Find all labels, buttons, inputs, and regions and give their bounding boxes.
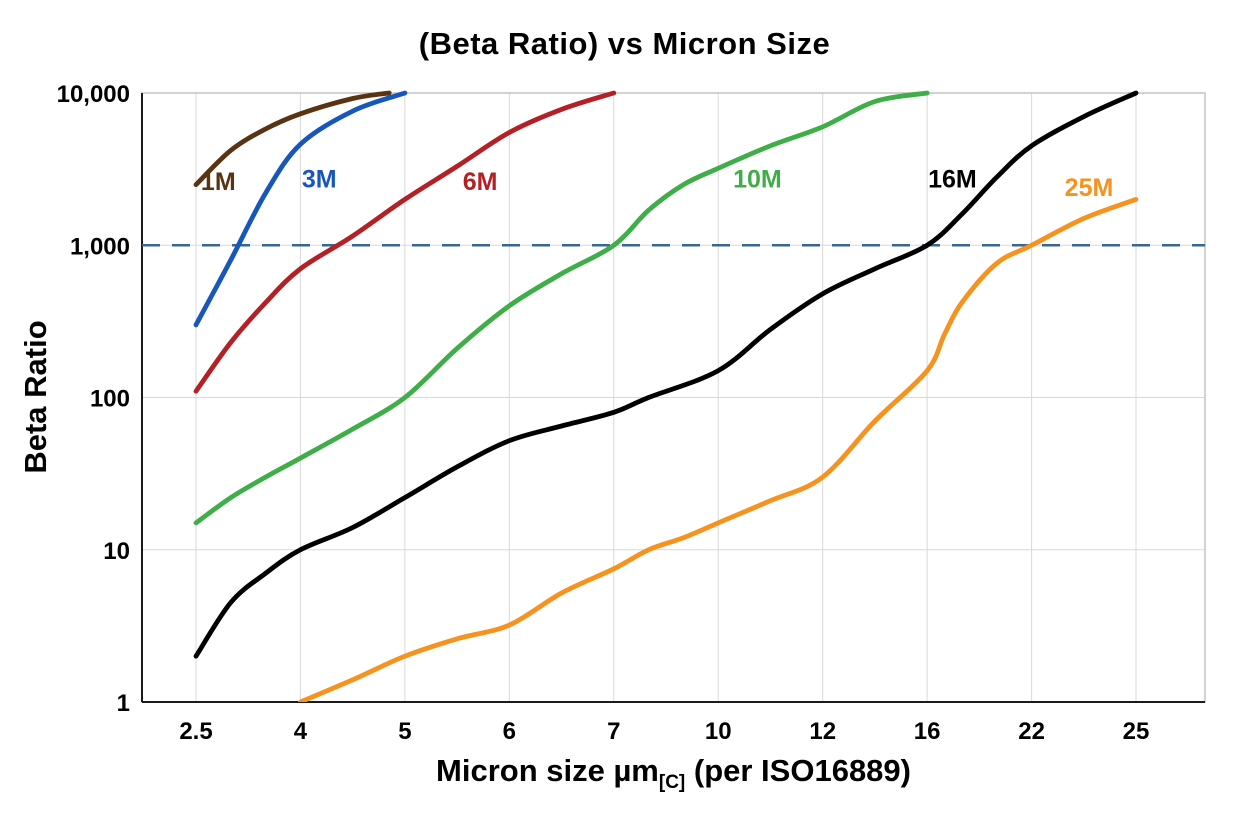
x-tick-label: 25: [1123, 718, 1150, 745]
x-axis-title-main: Micron size µm: [436, 753, 659, 788]
curve-25M: [298, 197, 1139, 702]
x-tick-label: 7: [607, 718, 620, 745]
series-label-3M: 3M: [302, 165, 337, 193]
y-tick-label: 1,000: [70, 233, 130, 260]
x-tick-label: 22: [1018, 718, 1045, 745]
x-tick-label: 5: [398, 718, 411, 745]
series-label-6M: 6M: [463, 168, 498, 196]
y-tick-label: 100: [90, 386, 130, 413]
x-tick-label: 4: [294, 718, 308, 745]
curve-6M: [193, 90, 617, 394]
x-tick-label: 6: [503, 718, 516, 745]
x-tick-label: 16: [914, 718, 941, 745]
curve-10M: [193, 90, 930, 526]
y-axis-title: Beta Ratio: [18, 320, 53, 474]
series-label-25M: 25M: [1065, 174, 1114, 202]
curve-1M: [193, 90, 392, 188]
x-tick-label: 10: [705, 718, 732, 745]
x-axis-title: Micron size µm[C] (per ISO16889): [142, 753, 1205, 794]
chart-title: (Beta Ratio) vs Micron Size: [418, 26, 831, 61]
series-label-10M: 10M: [733, 165, 782, 193]
y-tick-label: 10,000: [57, 81, 130, 108]
series-label-1M: 1M: [201, 168, 236, 196]
curve-3M: [193, 90, 408, 328]
x-tick-label: 2.5: [179, 718, 212, 745]
curves-group: [193, 90, 1139, 702]
x-axis-title-subscript: [C]: [658, 772, 686, 793]
series-label-16M: 16M: [928, 165, 977, 193]
y-tick-label: 10: [103, 538, 130, 565]
curve-16M: [193, 90, 1139, 659]
x-tick-label: 12: [809, 718, 836, 745]
y-tick-label: 1: [117, 690, 130, 717]
x-axis-title-suffix: (per ISO16889): [685, 753, 911, 788]
